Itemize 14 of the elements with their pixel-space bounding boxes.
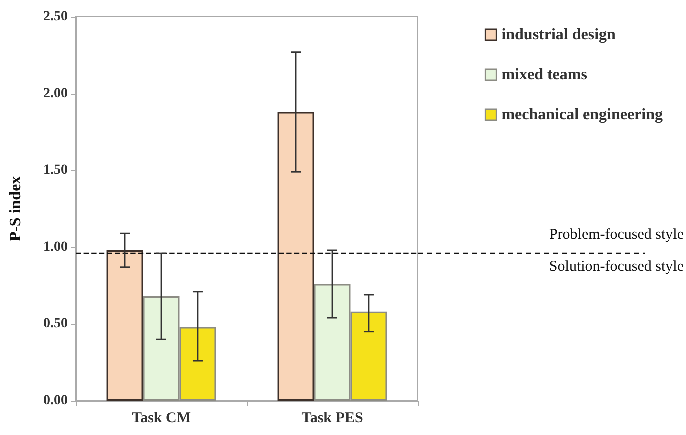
x-tick-label: Task CM xyxy=(132,410,192,426)
y-tick-label: 0.50 xyxy=(44,316,68,332)
y-tick-label: 2.00 xyxy=(44,86,68,102)
text: Problem-focused style xyxy=(549,227,684,244)
y-tick-label: 1.00 xyxy=(44,240,68,255)
text: Solution-focused style xyxy=(549,259,684,276)
legend-label: mechanical engineering xyxy=(502,106,663,124)
y-tick-label: 1.50 xyxy=(44,163,68,178)
x-tick-label: Task PES xyxy=(302,410,364,426)
y-tick-label: 2.50 xyxy=(44,10,68,24)
y-tick-label: 0.00 xyxy=(44,394,68,408)
legend-label: mixed teams xyxy=(502,66,588,84)
y-axis-title: P-S index xyxy=(8,176,24,242)
legend-label: industrial design xyxy=(502,26,616,44)
